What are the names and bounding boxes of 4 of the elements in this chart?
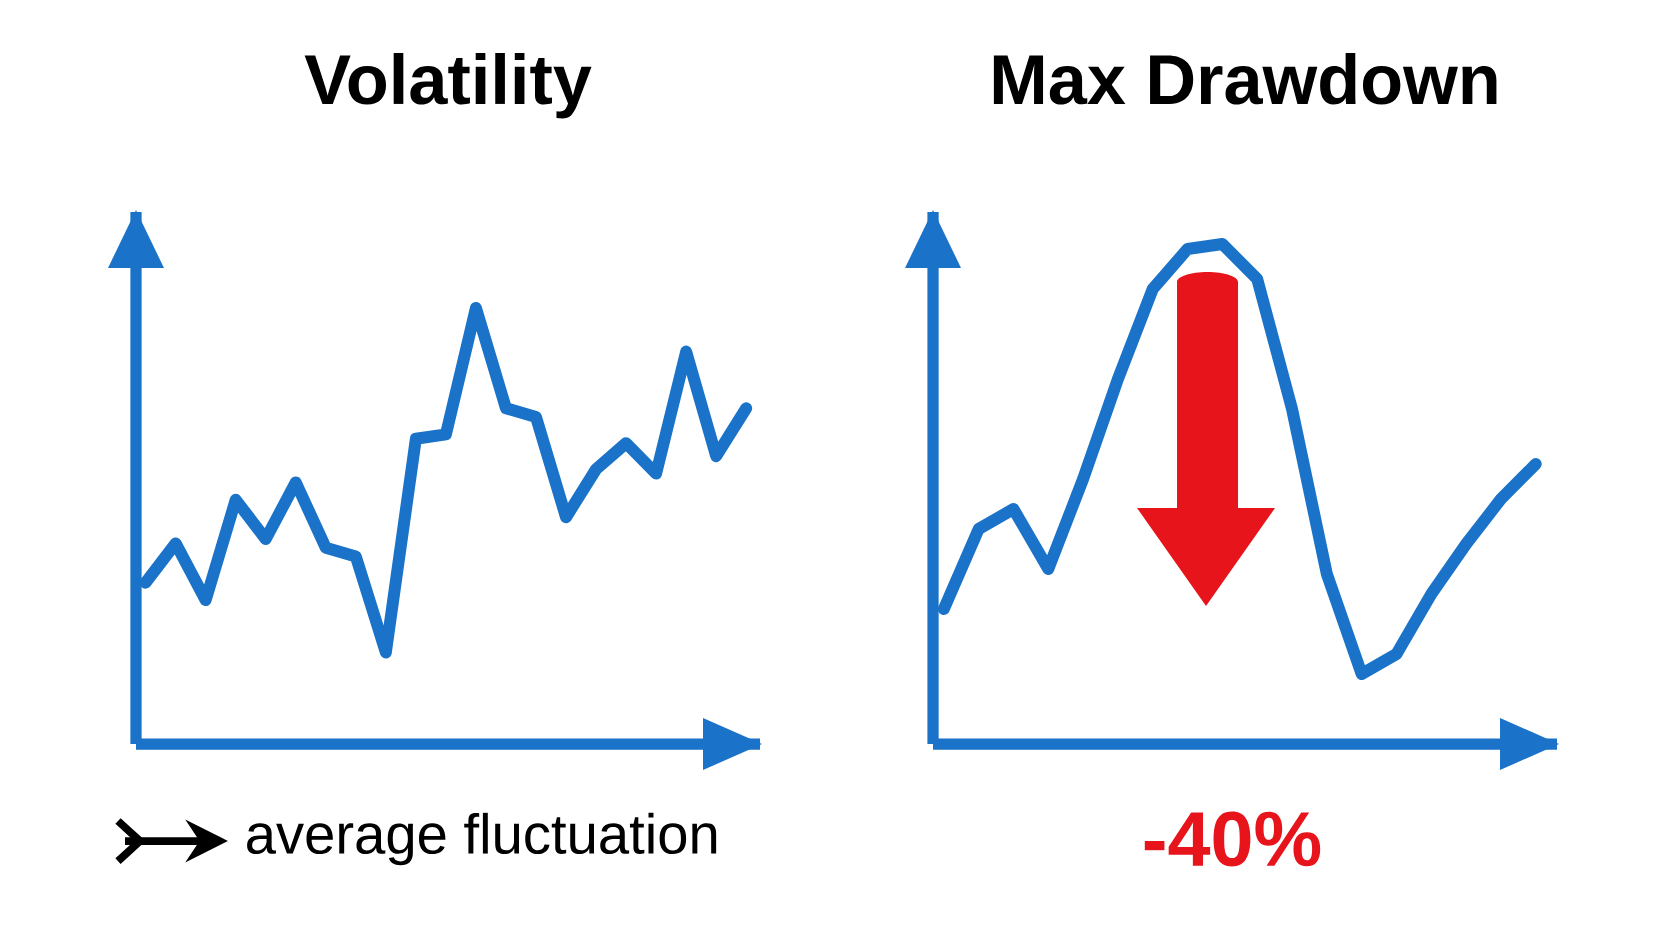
text: average fluctuation	[247, 812, 717, 866]
text: -40%	[1144, 811, 1321, 867]
chart-title: Max Drawdown	[993, 52, 1497, 105]
chart-title: Volatility	[304, 52, 592, 119]
